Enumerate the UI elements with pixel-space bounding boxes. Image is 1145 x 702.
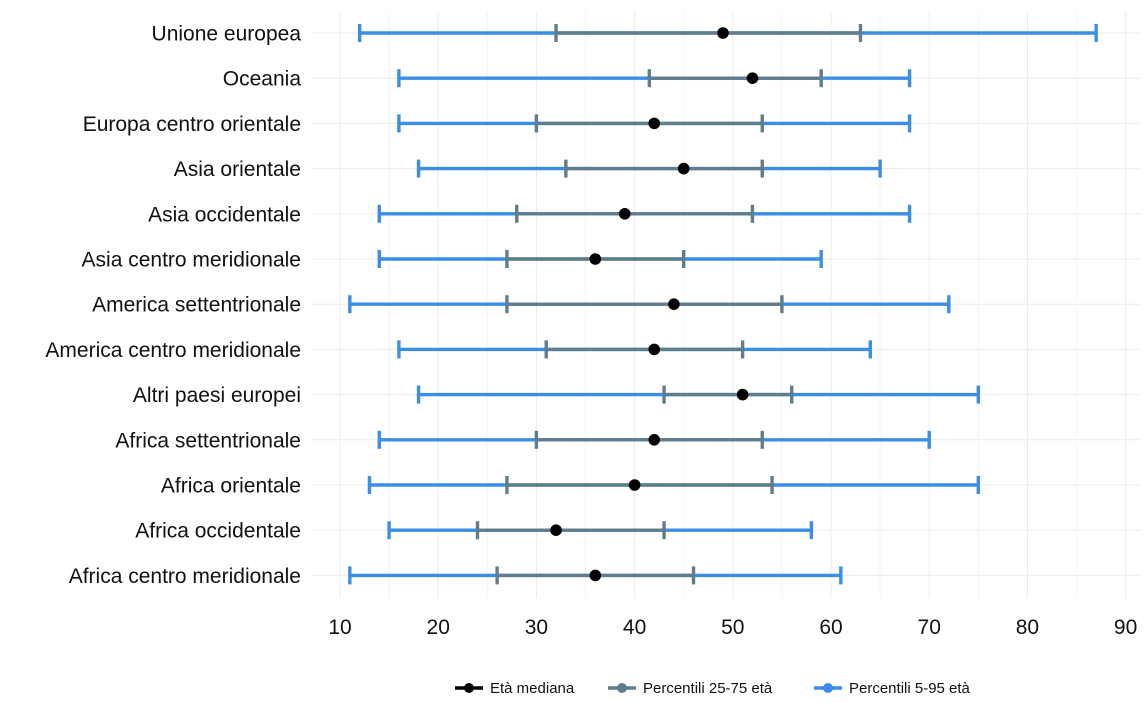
x-tick-label: 30 — [525, 616, 548, 639]
legend-label: Percentili 25-75 età — [643, 680, 773, 697]
legend-item: Percentili 25-75 età — [608, 680, 773, 697]
category-label: America centro meridionale — [45, 339, 301, 362]
errorbar-25-75 — [564, 159, 764, 178]
median-point — [717, 27, 729, 39]
x-tick-label: 80 — [1016, 616, 1039, 639]
x-tick-label: 10 — [328, 616, 351, 639]
legend-item: Percentili 5-95 età — [814, 680, 971, 697]
median-point — [648, 343, 661, 356]
median-point — [628, 479, 641, 491]
median-point — [648, 434, 661, 446]
legend-label: Età mediana — [490, 680, 575, 697]
median-point — [618, 208, 631, 220]
errorbar-25-75 — [662, 385, 794, 404]
category-label: Oceania — [223, 68, 302, 91]
category-label: Unione europea — [152, 23, 302, 46]
median-point — [668, 298, 680, 311]
category-label: Europa centro orientale — [83, 113, 301, 136]
percentile-25-75-bars — [475, 24, 863, 585]
errorbar-25-75 — [475, 521, 666, 540]
category-label: Asia occidentale — [148, 203, 301, 226]
legend-key-point — [464, 683, 474, 693]
legend-key-point — [617, 683, 627, 693]
x-tick-label: 20 — [427, 616, 450, 639]
legend-label: Percentili 5-95 età — [849, 680, 971, 697]
x-tick-label: 40 — [623, 616, 646, 639]
category-label: Africa occidentale — [135, 520, 301, 543]
category-label: Africa orientale — [161, 475, 301, 498]
median-point — [589, 569, 602, 582]
legend: Età mediana Percentili 25-75 età Percentil… — [455, 680, 971, 697]
category-label: Africa settentrionale — [115, 429, 301, 452]
x-tick-label: 60 — [819, 616, 842, 639]
errorbar-25-75 — [554, 24, 863, 42]
category-label: America settentrionale — [92, 294, 301, 317]
errorbar-25-75 — [544, 340, 745, 359]
category-label: Altri paesi europei — [133, 384, 301, 407]
median-points — [550, 27, 759, 582]
legend-item: Età mediana — [455, 680, 575, 697]
errorbar-25-75 — [505, 295, 784, 314]
legend-key-point — [823, 683, 833, 693]
x-tick-label: 50 — [721, 616, 744, 639]
median-point — [736, 388, 749, 401]
x-axis-tick-labels: 10 20 30 40 50 60 70 80 90 — [328, 616, 1137, 639]
category-labels: Unione europea Oceania Europa centro orien… — [45, 23, 301, 588]
median-point — [746, 72, 759, 84]
errorbar-25-75 — [515, 204, 755, 223]
median-point — [648, 117, 661, 130]
median-point — [589, 253, 602, 265]
median-point — [550, 524, 562, 536]
category-label: Africa centro meridionale — [69, 565, 301, 588]
x-tick-label: 70 — [918, 616, 941, 639]
errorbar-25-75 — [647, 69, 823, 88]
x-tick-label: 90 — [1114, 616, 1137, 639]
category-label: Asia orientale — [174, 158, 301, 181]
median-point — [677, 162, 690, 175]
category-label: Asia centro meridionale — [82, 249, 301, 272]
